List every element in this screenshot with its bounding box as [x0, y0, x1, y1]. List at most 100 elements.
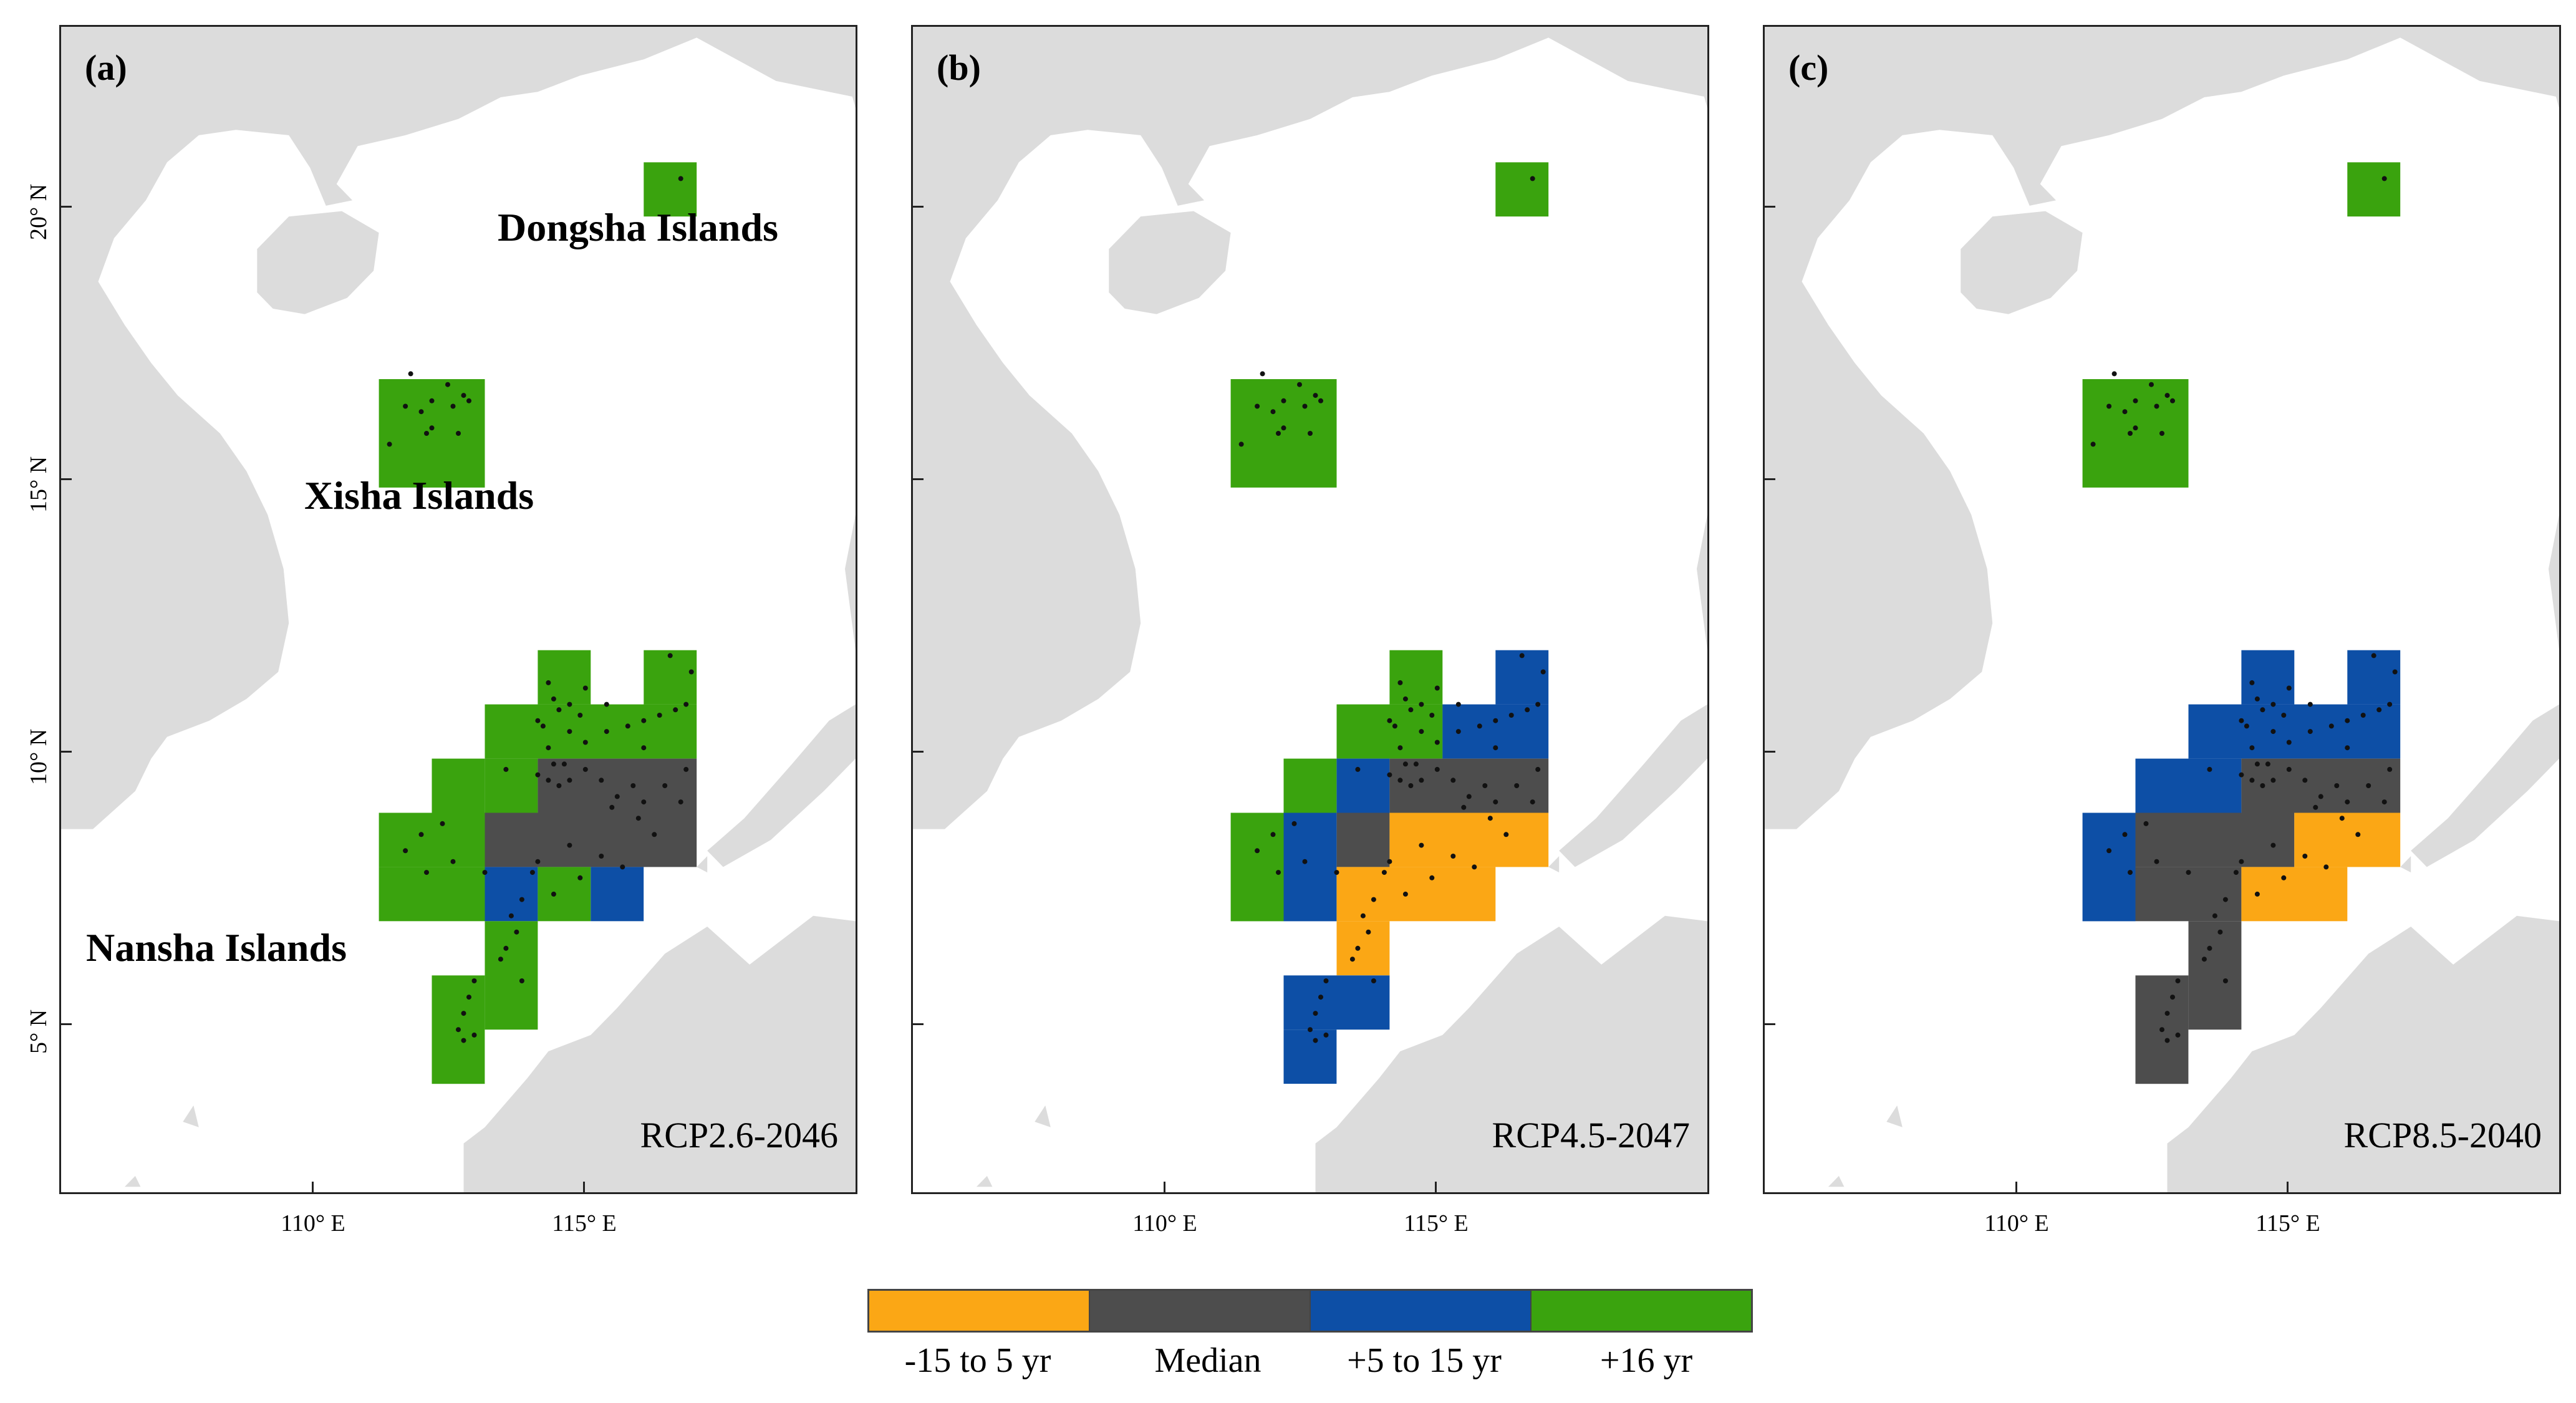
reef-dot-xisha-9: [2090, 441, 2096, 447]
land-shape-6: [1035, 1105, 1051, 1127]
grid-cell-a-1: [379, 379, 485, 488]
land-shape-1: [257, 211, 379, 314]
reef-dot-nansha-25: [1482, 783, 1488, 788]
reef-dot-nansha-8: [1455, 729, 1461, 735]
reef-dot-nansha-21: [2249, 778, 2255, 783]
reef-dot-xisha-8: [1308, 431, 1313, 436]
reef-dot-nansha-61: [2239, 718, 2244, 723]
reef-dot-nansha-44: [1349, 957, 1355, 962]
scenario-label-a: RCP2.6-2046: [640, 1115, 838, 1155]
reef-dot-nansha-55: [1302, 859, 1308, 864]
reef-dot-nansha-31: [1487, 816, 1493, 821]
grid-cell-a-4: [485, 704, 697, 759]
reef-dot-xisha-3: [418, 409, 424, 415]
y-tick-10: [59, 751, 72, 753]
reef-dot-nansha-14: [1540, 669, 1546, 675]
grid-cell-b-1: [1230, 379, 1337, 488]
reef-dot-xisha-7: [2128, 431, 2133, 436]
reef-dot-nansha-23: [2302, 778, 2308, 783]
reef-dot-nansha-14: [688, 669, 694, 675]
land-shape-4: [1559, 704, 1707, 867]
reef-dot-nansha-16: [546, 745, 551, 751]
reef-dot-nansha-19: [1419, 778, 1424, 783]
reef-dot-nansha-17: [2254, 761, 2260, 767]
reef-dot-xisha-9: [387, 441, 392, 447]
reef-dot-nansha-4: [1429, 713, 1435, 718]
grid-cell-a-6: [485, 758, 538, 813]
land-shape-7: [1828, 1175, 1845, 1187]
reef-dot-nansha-49: [456, 1027, 461, 1033]
reef-dot-nansha-24: [614, 794, 620, 799]
y-tick-c-5: [1763, 1023, 1775, 1025]
reef-dot-nansha-59: [2307, 702, 2313, 707]
reef-dot-nansha-5: [1392, 723, 1397, 729]
grid-cell-b-8: [1389, 758, 1549, 813]
reef-dot-nansha-30: [2313, 804, 2318, 810]
reef-dot-nansha-47: [1318, 995, 1323, 1000]
reef-dot-nansha-51: [2164, 1038, 2170, 1043]
reef-dot-nansha-46: [1323, 978, 1329, 983]
reef-dot-nansha-56: [482, 870, 488, 875]
reef-dot-nansha-48: [2164, 1011, 2170, 1016]
grid-cell-c-7: [2082, 812, 2136, 922]
reef-dot-nansha-8: [2307, 729, 2313, 735]
reef-dot-nansha-4: [577, 713, 583, 718]
reef-dot-nansha-36: [1402, 891, 1408, 897]
reef-dot-nansha-14: [2392, 669, 2398, 675]
reef-dot-nansha-22: [582, 766, 588, 772]
x-label-c-110: 110° E: [1984, 1210, 2049, 1237]
reef-dot-xisha-2: [429, 398, 435, 403]
grid-cell-c-2: [2241, 650, 2295, 705]
reef-dot-nansha-32: [652, 832, 657, 837]
reef-dot-xisha-8: [2159, 431, 2164, 436]
land-shape-5: [845, 27, 856, 650]
reef-dot-nansha-38: [599, 854, 604, 859]
reef-dot-nansha-15: [2371, 653, 2376, 658]
land-shape-8: [1548, 856, 1560, 873]
reef-dot-nansha-29: [2381, 799, 2387, 805]
y-tick-b-20: [911, 206, 924, 208]
grid-cell-c-5: [2135, 758, 2242, 813]
reef-dot-nansha-6: [1419, 729, 1424, 735]
grid-cell-a-12: [538, 867, 591, 922]
reef-dot-nansha-18: [561, 761, 567, 767]
reef-dot-nansha-40: [2222, 897, 2228, 902]
y-tick-c-20: [1763, 206, 1775, 208]
reef-dot-nansha-39: [1472, 864, 1477, 870]
legend-swatch-16: [1532, 1291, 1751, 1331]
reef-dot-nansha-9: [2328, 723, 2334, 729]
grid-cell-c-3: [2347, 650, 2401, 705]
x-tick-a-110: [312, 1182, 314, 1194]
reef-dot-nansha-12: [1525, 707, 1530, 713]
grid-cell-c-8: [2135, 812, 2295, 867]
reef-dot-nansha-51: [1313, 1038, 1318, 1043]
reef-dot-nansha-3: [2260, 707, 2265, 713]
land-shape-2: [1686, 27, 1707, 108]
reef-dot-nansha-5: [540, 723, 546, 729]
map-panel-a: (a) RCP2.6-2046 Dongsha Islands Xisha Is…: [59, 25, 857, 1194]
reef-dot-nansha-42: [514, 929, 519, 935]
reef-dot-nansha-15: [1519, 653, 1525, 658]
land-shape-0: [1765, 27, 2559, 829]
reef-dot-nansha-26: [641, 799, 647, 805]
reef-dot-nansha-7: [2286, 740, 2292, 745]
reef-dot-xisha-3: [1270, 409, 1276, 415]
reef-dot-nansha-46: [2175, 978, 2181, 983]
reef-dot-nansha-58: [641, 745, 647, 751]
grid-cell-a-5: [432, 758, 485, 813]
reef-dot-nansha-21: [546, 778, 551, 783]
reef-dot-nansha-59: [1455, 702, 1461, 707]
legend-label-5-15: +5 to 15 yr: [1347, 1341, 1502, 1380]
y-label-5: 5° N: [26, 1009, 52, 1054]
reef-dot-xisha-6: [1281, 425, 1286, 431]
reef-dot-nansha-26: [2345, 799, 2350, 805]
grid-cell-b-7: [1336, 758, 1390, 813]
grid-cell-b-4: [1336, 704, 1443, 759]
reef-dot-nansha-34: [535, 859, 541, 864]
land-shape-0: [913, 27, 1707, 829]
reef-dot-nansha-22: [1434, 766, 1440, 772]
reef-dot-nansha-38: [1450, 854, 1456, 859]
reef-dot-xisha-9: [1238, 441, 1244, 447]
reef-dot-nansha-60: [2286, 685, 2292, 691]
y-tick-15: [59, 478, 72, 480]
